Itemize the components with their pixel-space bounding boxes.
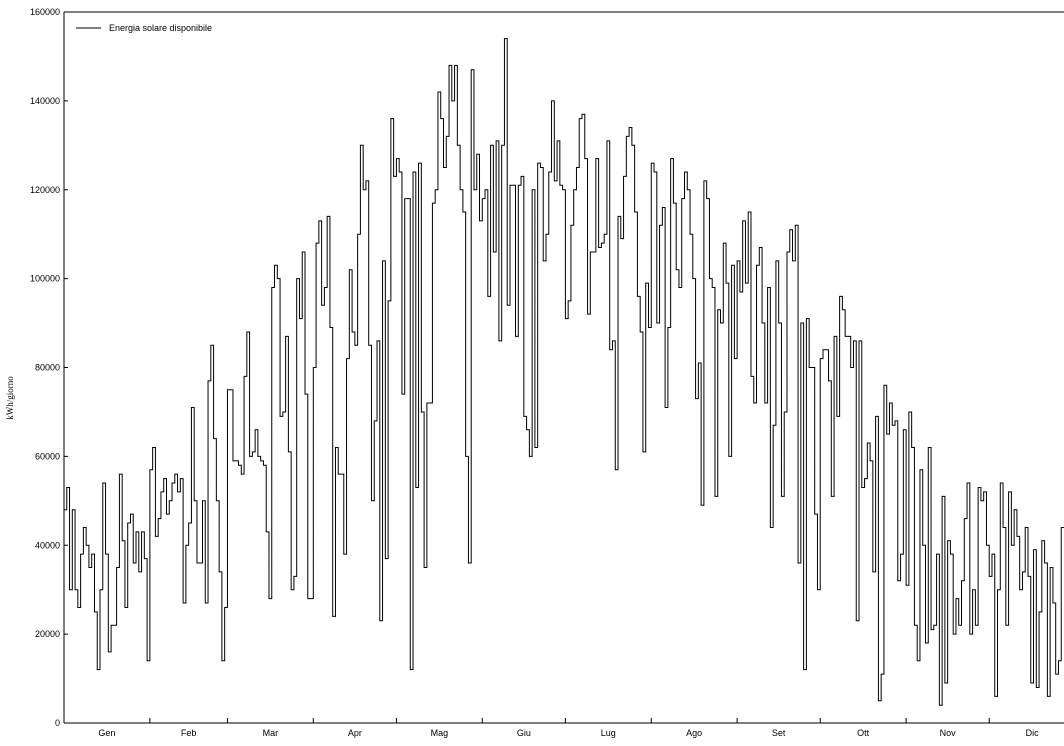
x-tick-label-dic: Dic [1026, 728, 1039, 738]
x-tick-label-lug: Lug [601, 728, 616, 738]
x-tick-label-nov: Nov [940, 728, 957, 738]
legend-label-series: Energia solare disponibile [109, 23, 212, 33]
x-tick-label-mar: Mar [263, 728, 279, 738]
y-tick-label: 20000 [35, 629, 60, 639]
y-tick-label: 0 [55, 718, 60, 728]
x-tick-label-apr: Apr [348, 728, 362, 738]
y-tick-label: 100000 [30, 274, 60, 284]
x-tick-label-giu: Giu [517, 728, 531, 738]
y-tick-label: 120000 [30, 185, 60, 195]
axes-group: 0 20000 40000 60000 80000 100000 120000 140000 1… [30, 7, 1064, 738]
y-tick-label: 40000 [35, 540, 60, 550]
x-tick-label-set: Set [772, 728, 786, 738]
x-tick-label-feb: Feb [181, 728, 197, 738]
y-tick-label: 160000 [30, 7, 60, 17]
y-axis-label: kWh/giorno [5, 376, 15, 420]
x-tick-label-ott: Ott [857, 728, 870, 738]
y-tick-label: 140000 [30, 96, 60, 106]
y-tick-label: 60000 [35, 451, 60, 461]
y-tick-label: 80000 [35, 363, 60, 373]
x-tick-label-ago: Ago [686, 728, 702, 738]
series-line-energia-solare [64, 38, 1064, 706]
x-tick-label-gen: Gen [98, 728, 115, 738]
x-tick-label-mag: Mag [431, 728, 449, 738]
legend: Energia solare disponibile [76, 23, 212, 33]
